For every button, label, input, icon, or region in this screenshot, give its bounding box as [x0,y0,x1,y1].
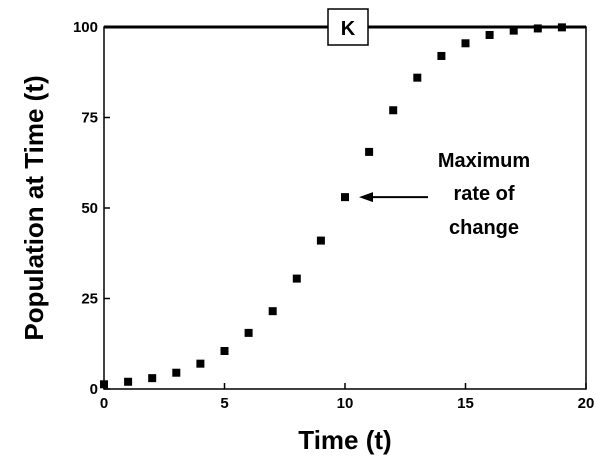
plot-frame [103,26,587,390]
annotation-line-2: rate of [453,183,514,205]
y-axis-ticks: 0 25 50 75 100 [73,19,110,398]
data-point [100,380,108,389]
y-axis-title: Population at Time (t) [19,75,49,340]
y-tick-label: 0 [90,381,98,398]
data-point [244,328,253,337]
y-tick-label: 50 [81,200,98,217]
data-point [461,39,470,48]
carrying-capacity-label: K [341,18,356,40]
x-tick-label: 15 [457,395,474,412]
y-tick-label: 25 [81,291,98,308]
y-tick-label: 75 [81,110,98,127]
data-point [124,377,133,386]
annotation-arrow-head [359,192,373,203]
data-point [196,359,205,368]
annotation-line-3: change [449,217,519,239]
annotation-line-1: Maximum [438,150,530,172]
data-point [509,26,518,35]
data-point [485,30,494,39]
data-point [292,274,301,283]
y-tick-label: 100 [73,19,98,36]
data-point [437,51,446,60]
x-axis-ticks: 0 5 10 15 20 [100,383,595,412]
annotation: Maximum rate of change [359,150,530,239]
carrying-capacity-label-box [327,8,369,46]
x-tick-label: 5 [220,395,228,412]
data-point [316,236,325,245]
data-point [557,23,566,32]
data-point [172,368,181,377]
data-point [533,24,542,33]
x-axis-title: Time (t) [298,425,391,455]
x-tick-label: 10 [337,395,354,412]
data-point [341,193,349,202]
data-point [413,73,422,82]
x-tick-label: 0 [100,395,108,412]
data-point [268,307,277,316]
data-point [389,106,398,115]
x-tick-label: 20 [578,395,595,412]
data-points [100,23,566,389]
data-point [365,147,374,156]
data-point [220,346,229,355]
data-point [148,374,157,383]
